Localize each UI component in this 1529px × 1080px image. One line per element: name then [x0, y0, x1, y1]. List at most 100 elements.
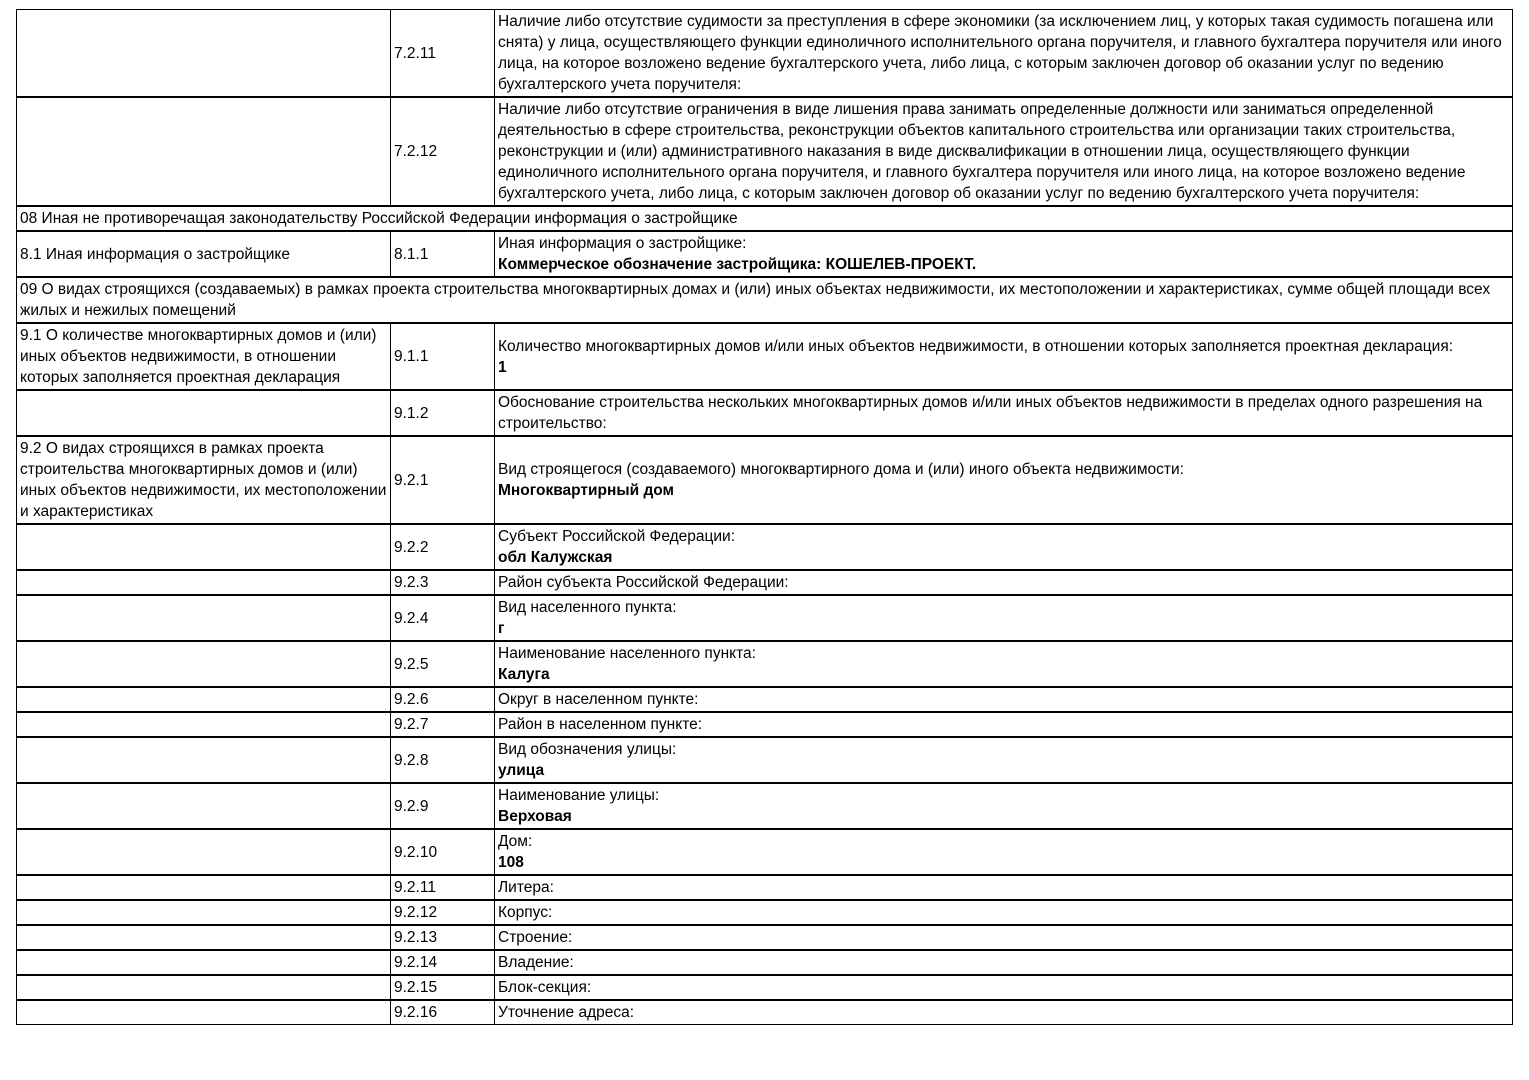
- row-number-cell: 9.2.14: [390, 949, 495, 976]
- table-row: 9.1 О количестве многоквартирных домов и…: [16, 322, 1513, 391]
- row-description-cell: [16, 949, 391, 976]
- row-number-cell: 7.2.12: [390, 96, 495, 207]
- field-value: Коммерческое обозначение застройщика: КО…: [498, 256, 977, 273]
- row-number-cell: 9.1.2: [390, 389, 495, 437]
- field-label: Вид строящегося (создаваемого) многоквар…: [498, 461, 1184, 478]
- row-content-cell: Наименование населенного пункта: Калуга: [494, 640, 1513, 688]
- table-row: 9.2.6 Округ в населенном пункте:: [16, 686, 1513, 713]
- table-row: 9.2.8 Вид обозначения улицы: улица: [16, 736, 1513, 784]
- field-label: Строение:: [498, 929, 573, 946]
- table-row: 9.1.2 Обоснование строительства нескольки…: [16, 389, 1513, 437]
- table-row: 9.2 О видах строящихся в рамках проекта …: [16, 435, 1513, 525]
- row-number-cell: 9.2.6: [390, 686, 495, 713]
- row-content-cell: Вид обозначения улицы: улица: [494, 736, 1513, 784]
- row-description-cell: [16, 874, 391, 901]
- row-description-cell: [16, 828, 391, 876]
- field-label: Субъект Российской Федерации:: [498, 528, 736, 545]
- row-content-cell: Строение:: [494, 924, 1513, 951]
- field-label: Корпус:: [498, 904, 553, 921]
- row-content-cell: Субъект Российской Федерации: обл Калужск…: [494, 523, 1513, 571]
- row-number-cell: 9.2.7: [390, 711, 495, 738]
- row-description-cell: [16, 782, 391, 830]
- table-row: 9.2.5 Наименование населенного пункта: Кал…: [16, 640, 1513, 688]
- row-number-cell: 8.1.1: [390, 230, 495, 278]
- table-row: 7.2.11 Наличие либо отсутствие судимости …: [16, 9, 1513, 98]
- field-label: Наименование населенного пункта:: [498, 645, 756, 662]
- section-header: 08 Иная не противоречащая законодательст…: [16, 205, 1513, 232]
- section-header: 09 О видах строящихся (создаваемых) в ра…: [16, 276, 1513, 324]
- row-description-cell: [16, 389, 391, 437]
- row-content-cell: Обоснование строительства нескольких мно…: [494, 389, 1513, 437]
- row-number-cell: 9.2.4: [390, 594, 495, 642]
- table-row: 9.2.9 Наименование улицы: Верховая: [16, 782, 1513, 830]
- section-row: 08 Иная не противоречащая законодательст…: [16, 205, 1513, 232]
- row-number-cell: 9.2.16: [390, 999, 495, 1025]
- declaration-document: 7.2.11 Наличие либо отсутствие судимости …: [16, 9, 1513, 1025]
- row-description-cell: [16, 686, 391, 713]
- field-label: Обоснование строительства нескольких мно…: [498, 394, 1483, 432]
- row-description-cell: [16, 899, 391, 926]
- field-label: Вид обозначения улицы:: [498, 741, 677, 758]
- row-content-cell: Иная информация о застройщике: Коммерческ…: [494, 230, 1513, 278]
- field-label: Район субъекта Российской Федерации:: [498, 574, 789, 591]
- row-number-cell: 9.2.13: [390, 924, 495, 951]
- row-content-cell: Литера:: [494, 874, 1513, 901]
- row-number-cell: 9.2.12: [390, 899, 495, 926]
- row-content-cell: Наименование улицы: Верховая: [494, 782, 1513, 830]
- row-number-cell: 9.2.2: [390, 523, 495, 571]
- field-value: обл Калужская: [498, 549, 613, 566]
- row-description-cell: 9.2 О видах строящихся в рамках проекта …: [16, 435, 391, 525]
- field-value: г: [498, 620, 505, 637]
- field-label: Владение:: [498, 954, 574, 971]
- field-label: Наличие либо отсутствие судимости за пре…: [498, 13, 1502, 93]
- row-number-cell: 9.2.10: [390, 828, 495, 876]
- row-description-cell: 8.1 Иная информация о застройщике: [16, 230, 391, 278]
- row-content-cell: Дом: 108: [494, 828, 1513, 876]
- row-content-cell: Вид населенного пункта: г: [494, 594, 1513, 642]
- row-description-cell: [16, 96, 391, 207]
- field-value: 108: [498, 854, 524, 871]
- row-description-cell: [16, 974, 391, 1001]
- row-content-cell: Район субъекта Российской Федерации:: [494, 569, 1513, 596]
- row-description-cell: [16, 924, 391, 951]
- row-content-cell: Округ в населенном пункте:: [494, 686, 1513, 713]
- row-description-cell: [16, 736, 391, 784]
- field-label: Вид населенного пункта:: [498, 599, 677, 616]
- row-content-cell: Наличие либо отсутствие судимости за пре…: [494, 9, 1513, 98]
- field-value: Калуга: [498, 666, 550, 683]
- table-body: 7.2.11 Наличие либо отсутствие судимости …: [16, 9, 1513, 1025]
- table-row: 9.2.11 Литера:: [16, 874, 1513, 901]
- field-label: Литера:: [498, 879, 554, 896]
- field-label: Количество многоквартирных домов и/или и…: [498, 337, 1454, 355]
- project-declaration-table: 7.2.11 Наличие либо отсутствие судимости …: [16, 9, 1513, 1025]
- row-content-cell: Район в населенном пункте:: [494, 711, 1513, 738]
- table-row: 9.2.4 Вид населенного пункта: г: [16, 594, 1513, 642]
- field-label: Дом:: [498, 833, 533, 850]
- row-number-cell: 9.2.5: [390, 640, 495, 688]
- row-content-cell: Корпус:: [494, 899, 1513, 926]
- table-row: 8.1 Иная информация о застройщике 8.1.1 Ин…: [16, 230, 1513, 278]
- row-content-cell: Количество многоквартирных домов и/или и…: [494, 322, 1513, 391]
- row-description-cell: [16, 594, 391, 642]
- row-description-cell: [16, 569, 391, 596]
- field-label: Иная информация о застройщике:: [498, 235, 747, 252]
- table-row: 9.2.3 Район субъекта Российской Федерации…: [16, 569, 1513, 596]
- row-content-cell: Наличие либо отсутствие ограничения в ви…: [494, 96, 1513, 207]
- table-row: 9.2.15 Блок-секция:: [16, 974, 1513, 1001]
- table-row: 9.2.13 Строение:: [16, 924, 1513, 951]
- table-row: 9.2.7 Район в населенном пункте:: [16, 711, 1513, 738]
- table-row: 7.2.12 Наличие либо отсутствие ограничени…: [16, 96, 1513, 207]
- row-content-cell: Блок-секция:: [494, 974, 1513, 1001]
- row-description-cell: [16, 523, 391, 571]
- table-row: 9.2.10 Дом: 108: [16, 828, 1513, 876]
- row-description-cell: [16, 640, 391, 688]
- field-value: Верховая: [498, 808, 572, 825]
- row-description-cell: [16, 711, 391, 738]
- row-content-cell: Вид строящегося (создаваемого) многоквар…: [494, 435, 1513, 525]
- row-content-cell: Владение:: [494, 949, 1513, 976]
- row-number-cell: 9.2.8: [390, 736, 495, 784]
- table-row: 9.2.16 Уточнение адреса:: [16, 999, 1513, 1025]
- table-row: 9.2.2 Субъект Российской Федерации: обл Ка…: [16, 523, 1513, 571]
- field-value: Многоквартирный дом: [498, 482, 675, 499]
- field-label: Блок-секция:: [498, 979, 592, 996]
